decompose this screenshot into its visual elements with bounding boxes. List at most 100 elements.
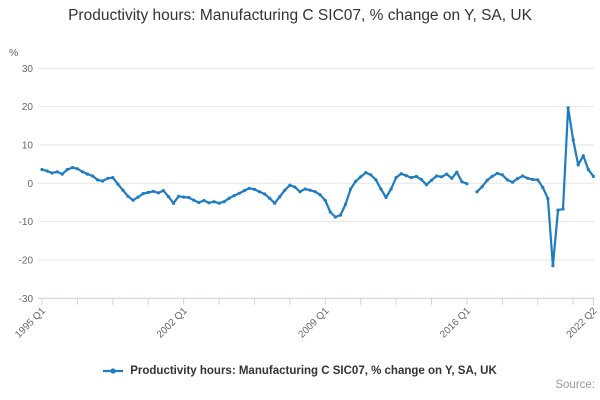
series-point[interactable] xyxy=(349,187,353,191)
series-point[interactable] xyxy=(192,198,196,202)
series-point[interactable] xyxy=(343,202,348,206)
series-point[interactable] xyxy=(75,167,79,171)
series-point[interactable] xyxy=(404,174,408,178)
series-point[interactable] xyxy=(96,178,100,182)
series-point[interactable] xyxy=(237,191,241,195)
series-point[interactable] xyxy=(521,174,525,178)
series-point[interactable] xyxy=(202,198,206,203)
series-point[interactable] xyxy=(161,189,165,193)
series-point[interactable] xyxy=(111,176,115,180)
series-point[interactable] xyxy=(581,154,585,158)
series-point[interactable] xyxy=(323,198,327,203)
series-point[interactable] xyxy=(293,185,297,189)
series-point[interactable] xyxy=(566,106,570,110)
series-point[interactable] xyxy=(242,189,246,193)
series-point[interactable] xyxy=(156,191,160,195)
series-point[interactable] xyxy=(485,178,489,182)
series-point[interactable] xyxy=(141,192,145,196)
series-point[interactable] xyxy=(106,176,110,180)
series-point[interactable] xyxy=(424,183,429,187)
series-point[interactable] xyxy=(328,210,332,214)
series-point[interactable] xyxy=(308,188,312,192)
series-point[interactable] xyxy=(450,176,454,180)
series-point[interactable] xyxy=(50,171,54,175)
series-point[interactable] xyxy=(177,194,181,198)
series-point[interactable] xyxy=(197,200,201,205)
series-point[interactable] xyxy=(60,172,64,176)
series-point[interactable] xyxy=(45,169,49,173)
series-point[interactable] xyxy=(333,215,337,219)
series-point[interactable] xyxy=(257,190,262,194)
series-point[interactable] xyxy=(591,174,596,178)
series-point[interactable] xyxy=(495,171,499,175)
series-point[interactable] xyxy=(455,170,459,174)
series-point[interactable] xyxy=(283,188,287,192)
series-point[interactable] xyxy=(515,177,520,181)
series-point[interactable] xyxy=(460,180,464,184)
series-point[interactable] xyxy=(182,195,186,199)
series-point[interactable] xyxy=(298,190,302,194)
series-point[interactable] xyxy=(399,172,403,176)
series-point[interactable] xyxy=(227,196,231,200)
series-point[interactable] xyxy=(546,197,550,201)
series-point[interactable] xyxy=(429,178,434,182)
series-point[interactable] xyxy=(222,200,226,204)
series-point[interactable] xyxy=(252,187,257,191)
series-point[interactable] xyxy=(445,172,449,176)
series-point[interactable] xyxy=(278,195,282,199)
series-point[interactable] xyxy=(379,187,383,191)
series-point[interactable] xyxy=(136,195,140,199)
series-point[interactable] xyxy=(65,167,69,172)
series-point[interactable] xyxy=(354,179,358,183)
series-point[interactable] xyxy=(207,201,211,205)
series-point[interactable] xyxy=(374,178,378,182)
series-point[interactable] xyxy=(571,138,575,142)
series-point[interactable] xyxy=(359,175,363,179)
series-point[interactable] xyxy=(146,190,150,195)
series-point[interactable] xyxy=(394,176,398,180)
series-point[interactable] xyxy=(414,174,418,178)
series-point[interactable] xyxy=(541,185,545,190)
series-point[interactable] xyxy=(510,180,515,184)
series-point[interactable] xyxy=(273,201,277,205)
series-point[interactable] xyxy=(303,187,307,191)
series-point[interactable] xyxy=(409,176,413,180)
series-point[interactable] xyxy=(586,167,590,172)
series-point[interactable] xyxy=(561,207,565,211)
series-point[interactable] xyxy=(85,172,90,176)
series-point[interactable] xyxy=(80,170,85,174)
series-point[interactable] xyxy=(318,193,322,197)
series-point[interactable] xyxy=(536,178,540,182)
series-point[interactable] xyxy=(505,178,509,182)
series-point[interactable] xyxy=(500,173,504,177)
series-point[interactable] xyxy=(551,264,555,268)
series-point[interactable] xyxy=(268,196,272,200)
series-point[interactable] xyxy=(91,174,95,178)
series-point[interactable] xyxy=(131,198,135,202)
series-point[interactable] xyxy=(55,170,59,174)
series-point[interactable] xyxy=(364,171,368,175)
series-point[interactable] xyxy=(232,194,236,198)
series-point[interactable] xyxy=(101,179,105,183)
series-point[interactable] xyxy=(419,177,423,182)
series-line[interactable] xyxy=(40,106,595,267)
series-point[interactable] xyxy=(247,186,251,190)
series-point[interactable] xyxy=(440,175,444,179)
series-point[interactable] xyxy=(556,208,560,212)
series-point[interactable] xyxy=(435,174,439,178)
series-point[interactable] xyxy=(369,173,373,177)
series-point[interactable] xyxy=(389,187,393,191)
series-point[interactable] xyxy=(70,166,74,170)
series-point[interactable] xyxy=(465,182,469,186)
series-point[interactable] xyxy=(166,195,171,199)
legend[interactable]: Productivity hours: Manufacturing C SIC0… xyxy=(0,362,600,380)
series-point[interactable] xyxy=(531,177,535,182)
series-point[interactable] xyxy=(212,200,216,204)
series-point[interactable] xyxy=(263,192,267,196)
series-point[interactable] xyxy=(475,190,479,194)
series-point[interactable] xyxy=(384,195,388,200)
series-point[interactable] xyxy=(40,167,44,172)
series-point[interactable] xyxy=(151,189,155,193)
series-point[interactable] xyxy=(313,190,317,194)
series-point[interactable] xyxy=(490,174,494,178)
